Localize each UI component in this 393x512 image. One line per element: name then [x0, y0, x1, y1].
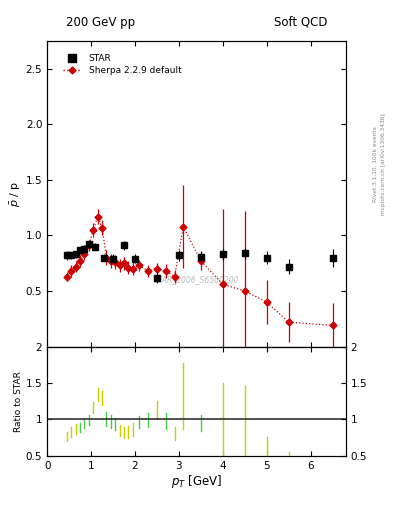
Legend: STAR, Sherpa 2.2.9 default: STAR, Sherpa 2.2.9 default: [61, 52, 184, 78]
Text: Soft QCD: Soft QCD: [274, 16, 328, 29]
X-axis label: $p_T$ [GeV]: $p_T$ [GeV]: [171, 473, 222, 490]
Text: mcplots.cern.ch [arXiv:1306.3436]: mcplots.cern.ch [arXiv:1306.3436]: [381, 113, 386, 215]
Text: 200 GeV pp: 200 GeV pp: [66, 16, 136, 29]
Text: Rivet 3.1.10, 100k events: Rivet 3.1.10, 100k events: [373, 126, 378, 202]
Y-axis label: $\bar{p}$ / p: $\bar{p}$ / p: [9, 181, 23, 207]
Text: STAR_2006_S6500200: STAR_2006_S6500200: [154, 275, 239, 284]
Y-axis label: Ratio to STAR: Ratio to STAR: [14, 371, 23, 432]
